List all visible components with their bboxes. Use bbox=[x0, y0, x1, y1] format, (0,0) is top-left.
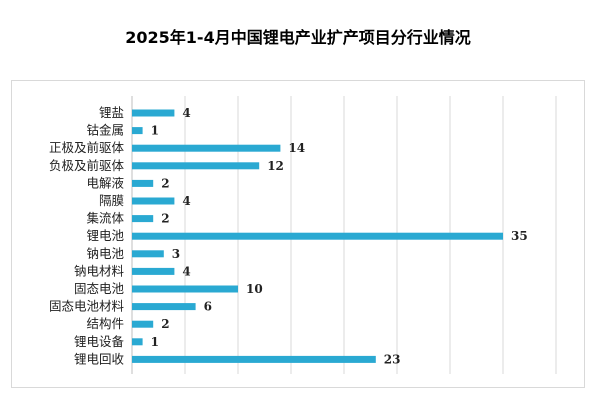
category-label: 正极及前驱体 bbox=[49, 140, 125, 155]
data-label: 2 bbox=[161, 176, 169, 190]
data-label: 3 bbox=[172, 247, 180, 261]
chart-frame bbox=[11, 80, 585, 388]
category-label: 锂电设备 bbox=[74, 334, 125, 349]
category-label: 结构件 bbox=[86, 316, 124, 331]
bar bbox=[132, 303, 196, 311]
bar bbox=[132, 127, 143, 135]
data-label: 14 bbox=[288, 141, 305, 155]
data-label: 4 bbox=[182, 194, 190, 208]
category-label: 固态电池 bbox=[74, 281, 125, 296]
category-labels: 锂盐钴金属正极及前驱体负极及前驱体电解液隔膜集流体锂电池钠电池钠电材料固态电池固… bbox=[49, 105, 125, 366]
category-label: 钠电池 bbox=[86, 246, 124, 261]
bar bbox=[132, 109, 175, 117]
data-label: 4 bbox=[182, 106, 190, 120]
data-label: 4 bbox=[182, 264, 190, 278]
data-label: 12 bbox=[267, 159, 284, 173]
bar bbox=[132, 338, 143, 346]
data-label: 6 bbox=[204, 300, 212, 314]
bar bbox=[132, 285, 238, 293]
category-label: 钠电材料 bbox=[74, 263, 125, 278]
data-label: 35 bbox=[511, 229, 528, 243]
category-label: 集流体 bbox=[86, 211, 124, 226]
category-label: 锂电回收 bbox=[74, 351, 125, 366]
data-label: 10 bbox=[246, 282, 263, 296]
data-label: 1 bbox=[151, 124, 159, 138]
bar bbox=[132, 320, 154, 328]
bar bbox=[132, 144, 281, 152]
category-label: 固态电池材料 bbox=[49, 299, 125, 314]
data-label: 2 bbox=[161, 212, 169, 226]
bar bbox=[132, 197, 175, 205]
data-label: 2 bbox=[161, 317, 169, 331]
category-label: 隔膜 bbox=[99, 193, 124, 208]
bar bbox=[132, 179, 154, 187]
bar bbox=[132, 355, 376, 363]
category-label: 锂盐 bbox=[99, 105, 124, 120]
bar bbox=[132, 250, 164, 258]
data-label: 1 bbox=[151, 335, 159, 349]
category-label: 电解液 bbox=[86, 175, 124, 190]
category-label: 钴金属 bbox=[86, 123, 124, 138]
category-label: 锂电池 bbox=[86, 228, 124, 243]
bar bbox=[132, 232, 503, 240]
chart-title: 2025年1-4月中国锂电产业扩产项目分行业情况 bbox=[125, 28, 471, 47]
bar bbox=[132, 267, 175, 275]
bar bbox=[132, 215, 154, 223]
bars bbox=[132, 109, 503, 363]
category-label: 负极及前驱体 bbox=[49, 158, 125, 173]
bar bbox=[132, 162, 260, 170]
data-label: 23 bbox=[384, 352, 401, 366]
